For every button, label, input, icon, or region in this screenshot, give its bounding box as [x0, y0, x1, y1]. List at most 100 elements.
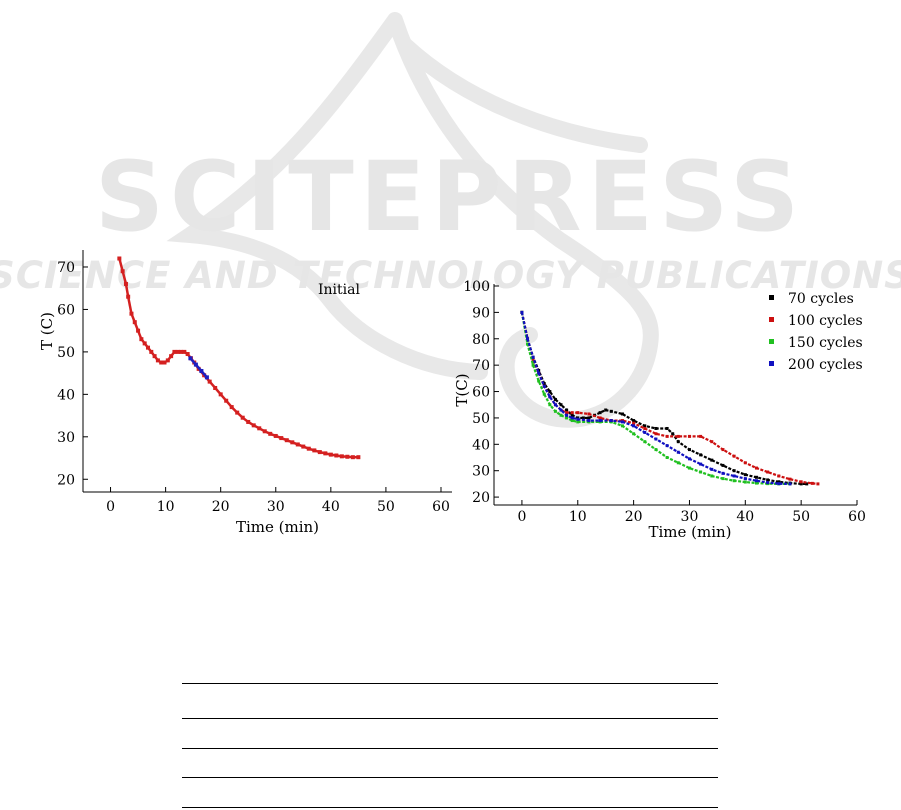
table-row-rule: [182, 748, 718, 749]
data-segment: [118, 258, 124, 272]
data-point: [676, 450, 680, 454]
data-point: [604, 408, 608, 412]
data-point: [754, 479, 758, 483]
data-point: [598, 411, 602, 415]
chart-annotation-initial: Initial: [318, 282, 360, 298]
y-tick-label: 60: [57, 302, 75, 318]
y-tick-label: 50: [472, 411, 490, 427]
data-point: [766, 478, 770, 482]
data-point: [632, 419, 636, 423]
data-point: [570, 419, 574, 423]
x-tick-label: 0: [517, 509, 526, 525]
table-row-rule: [182, 777, 718, 778]
y-tick-label: 40: [472, 437, 490, 453]
x-tick-label: 20: [625, 509, 643, 525]
data-point: [356, 455, 361, 460]
data-point: [553, 403, 557, 407]
y-tick-label: 30: [57, 430, 75, 446]
data-point: [754, 466, 758, 470]
series-line: [520, 312, 791, 485]
y-tick-label: 100: [463, 279, 490, 295]
data-segment: [126, 296, 133, 314]
data-point: [570, 413, 574, 417]
data-point: [766, 470, 770, 474]
data-point: [643, 440, 647, 444]
data-point: [687, 448, 691, 452]
data-point: [559, 413, 563, 417]
legend-marker: [769, 317, 774, 322]
data-segment: [124, 283, 130, 297]
data-point: [687, 457, 691, 461]
data-point: [576, 417, 580, 421]
data-point: [816, 482, 820, 486]
y-tick-label: 90: [472, 305, 490, 321]
data-point: [531, 358, 535, 362]
data-point: [576, 420, 580, 424]
data-point: [587, 419, 591, 423]
data-point: [576, 411, 580, 415]
data-point: [699, 470, 703, 474]
x-tick-label: 40: [736, 509, 754, 525]
data-point: [799, 480, 803, 484]
x-tick-label: 50: [377, 499, 395, 515]
data-point: [799, 482, 803, 486]
data-point: [565, 411, 569, 415]
data-point: [537, 371, 541, 375]
data-point: [553, 397, 557, 401]
series-line: [520, 312, 807, 485]
data-point: [777, 474, 781, 478]
legend-marker: [769, 295, 774, 300]
data-point: [788, 477, 792, 481]
data-point: [520, 310, 524, 314]
data-point: [643, 430, 647, 434]
legend-marker: [769, 361, 774, 366]
x-tick-label: 40: [322, 499, 340, 515]
data-point: [665, 426, 669, 430]
data-point: [526, 342, 530, 346]
data-point: [732, 454, 736, 458]
data-point: [537, 379, 541, 383]
series-200-cycles: [520, 310, 792, 486]
data-point: [609, 419, 613, 423]
y-tick-label: 50: [57, 345, 75, 361]
data-point: [665, 456, 669, 460]
legend-marker: [769, 339, 774, 344]
table-header-rule: [182, 718, 718, 719]
data-point: [743, 477, 747, 481]
data-point: [710, 440, 714, 444]
data-point: [632, 424, 636, 428]
data-point: [671, 432, 675, 436]
data-point: [654, 448, 658, 452]
data-point: [710, 458, 714, 462]
legend-entry: 200 cycles: [788, 357, 863, 373]
data-point: [598, 416, 602, 420]
data-point: [788, 482, 792, 486]
data-point: [643, 426, 647, 430]
data-point: [766, 481, 770, 485]
data-point: [676, 461, 680, 465]
data-point: [632, 421, 636, 425]
data-point: [587, 412, 591, 416]
data-point: [777, 482, 781, 486]
data-point: [710, 474, 714, 478]
data-point: [699, 453, 703, 457]
series-line: [520, 312, 819, 485]
x-tick-label: 60: [848, 509, 866, 525]
x-tick-label: 30: [267, 499, 285, 515]
data-point: [559, 408, 563, 412]
data-point: [531, 355, 535, 359]
data-point: [699, 434, 703, 438]
data-point: [632, 432, 636, 436]
data-point: [777, 480, 781, 484]
y-tick-label: 20: [57, 472, 75, 488]
data-point: [665, 434, 669, 438]
x-tick-label: 10: [569, 509, 587, 525]
data-point: [643, 424, 647, 428]
x-tick-label: 50: [792, 509, 810, 525]
data-point: [676, 434, 680, 438]
data-point: [754, 475, 758, 479]
y-tick-label: 80: [472, 332, 490, 348]
x-axis-label: Time (min): [236, 518, 319, 536]
data-point: [620, 424, 624, 428]
